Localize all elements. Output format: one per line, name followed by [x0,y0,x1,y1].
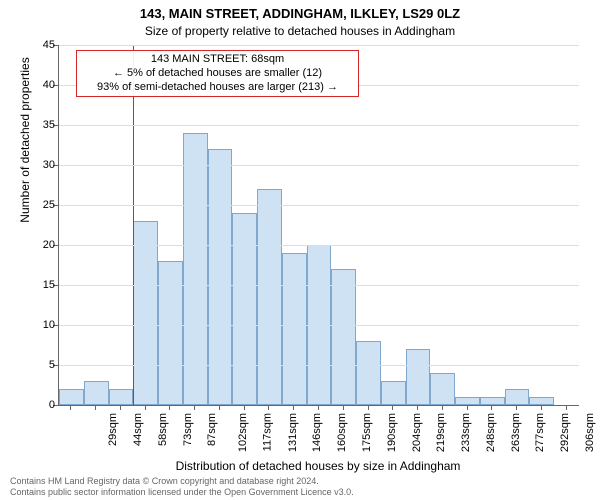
x-tick-label: 117sqm [261,413,273,451]
histogram-bar [59,389,84,405]
y-tick-label: 0 [0,399,55,411]
grid-line [59,325,579,326]
histogram-bar [232,213,257,405]
plot-area [58,45,579,406]
x-tick-mark [392,405,393,410]
histogram-bar [208,149,233,405]
x-tick-mark [491,405,492,410]
chart-container: 143, MAIN STREET, ADDINGHAM, ILKLEY, LS2… [0,0,600,500]
histogram-bar [381,381,406,405]
x-tick-label: 190sqm [386,413,398,452]
x-tick-label: 146sqm [312,413,324,452]
x-tick-mark [516,405,517,410]
x-axis-label: Distribution of detached houses by size … [58,459,578,473]
x-tick-mark [145,405,146,410]
y-tick-label: 40 [0,79,55,91]
y-tick-label: 15 [0,279,55,291]
chart-subtitle: Size of property relative to detached ho… [0,24,600,38]
histogram-bar [257,189,282,405]
y-tick-label: 45 [0,39,55,51]
x-tick-mark [293,405,294,410]
x-tick-label: 87sqm [206,413,218,446]
x-tick-mark [219,405,220,410]
x-tick-mark [343,405,344,410]
x-tick-mark [268,405,269,410]
histogram-bar [505,389,530,405]
x-tick-label: 175sqm [361,413,373,452]
x-tick-mark [368,405,369,410]
x-tick-label: 102sqm [237,413,249,452]
annotation-line: 93% of semi-detached houses are larger (… [80,81,355,95]
grid-line [59,205,579,206]
grid-line [59,245,579,246]
reference-line [133,45,134,405]
x-tick-label: 73sqm [182,413,194,446]
histogram-bar [406,349,431,405]
histogram-bar [282,253,307,405]
x-tick-mark [194,405,195,410]
y-tick-label: 5 [0,359,55,371]
credits-text: Contains HM Land Registry data © Crown c… [10,476,354,498]
x-tick-label: 29sqm [107,413,119,446]
credits-line-2: Contains public sector information licen… [10,487,354,498]
x-tick-label: 44sqm [132,413,144,446]
x-tick-mark [169,405,170,410]
histogram-bar [356,341,381,405]
histogram-bar [430,373,455,405]
histogram-bar [158,261,183,405]
grid-line [59,45,579,46]
histogram-bar [84,381,109,405]
histogram-bar [109,389,134,405]
x-tick-label: 263sqm [510,413,522,452]
y-tick-label: 25 [0,199,55,211]
annotation-line: ← 5% of detached houses are smaller (12) [80,67,355,81]
histogram-bar [480,397,505,405]
y-tick-label: 30 [0,159,55,171]
x-tick-mark [318,405,319,410]
x-tick-mark [244,405,245,410]
credits-line-1: Contains HM Land Registry data © Crown c… [10,476,354,487]
x-tick-mark [95,405,96,410]
x-tick-mark [467,405,468,410]
x-tick-mark [566,405,567,410]
y-tick-label: 10 [0,319,55,331]
y-tick-label: 35 [0,119,55,131]
x-tick-mark [120,405,121,410]
x-tick-label: 160sqm [336,413,348,452]
x-tick-label: 131sqm [287,413,299,452]
x-tick-mark [70,405,71,410]
histogram-bar [529,397,554,405]
x-tick-label: 58sqm [157,413,169,446]
x-tick-label: 219sqm [435,413,447,452]
x-tick-mark [417,405,418,410]
bars-layer [59,45,579,405]
x-tick-label: 248sqm [485,413,497,452]
grid-line [59,165,579,166]
grid-line [59,365,579,366]
annotation-line: 143 MAIN STREET: 68sqm [80,53,355,67]
x-tick-label: 204sqm [411,413,423,452]
chart-title: 143, MAIN STREET, ADDINGHAM, ILKLEY, LS2… [0,6,600,21]
grid-line [59,285,579,286]
grid-line [59,125,579,126]
histogram-bar [331,269,356,405]
x-tick-label: 233sqm [460,413,472,452]
x-tick-mark [541,405,542,410]
histogram-bar [455,397,480,405]
x-tick-label: 306sqm [584,413,596,452]
y-tick-label: 20 [0,239,55,251]
histogram-bar [133,221,158,405]
x-tick-mark [442,405,443,410]
x-tick-label: 292sqm [559,413,571,452]
annotation-box: 143 MAIN STREET: 68sqm← 5% of detached h… [76,50,359,97]
x-tick-label: 277sqm [534,413,546,452]
